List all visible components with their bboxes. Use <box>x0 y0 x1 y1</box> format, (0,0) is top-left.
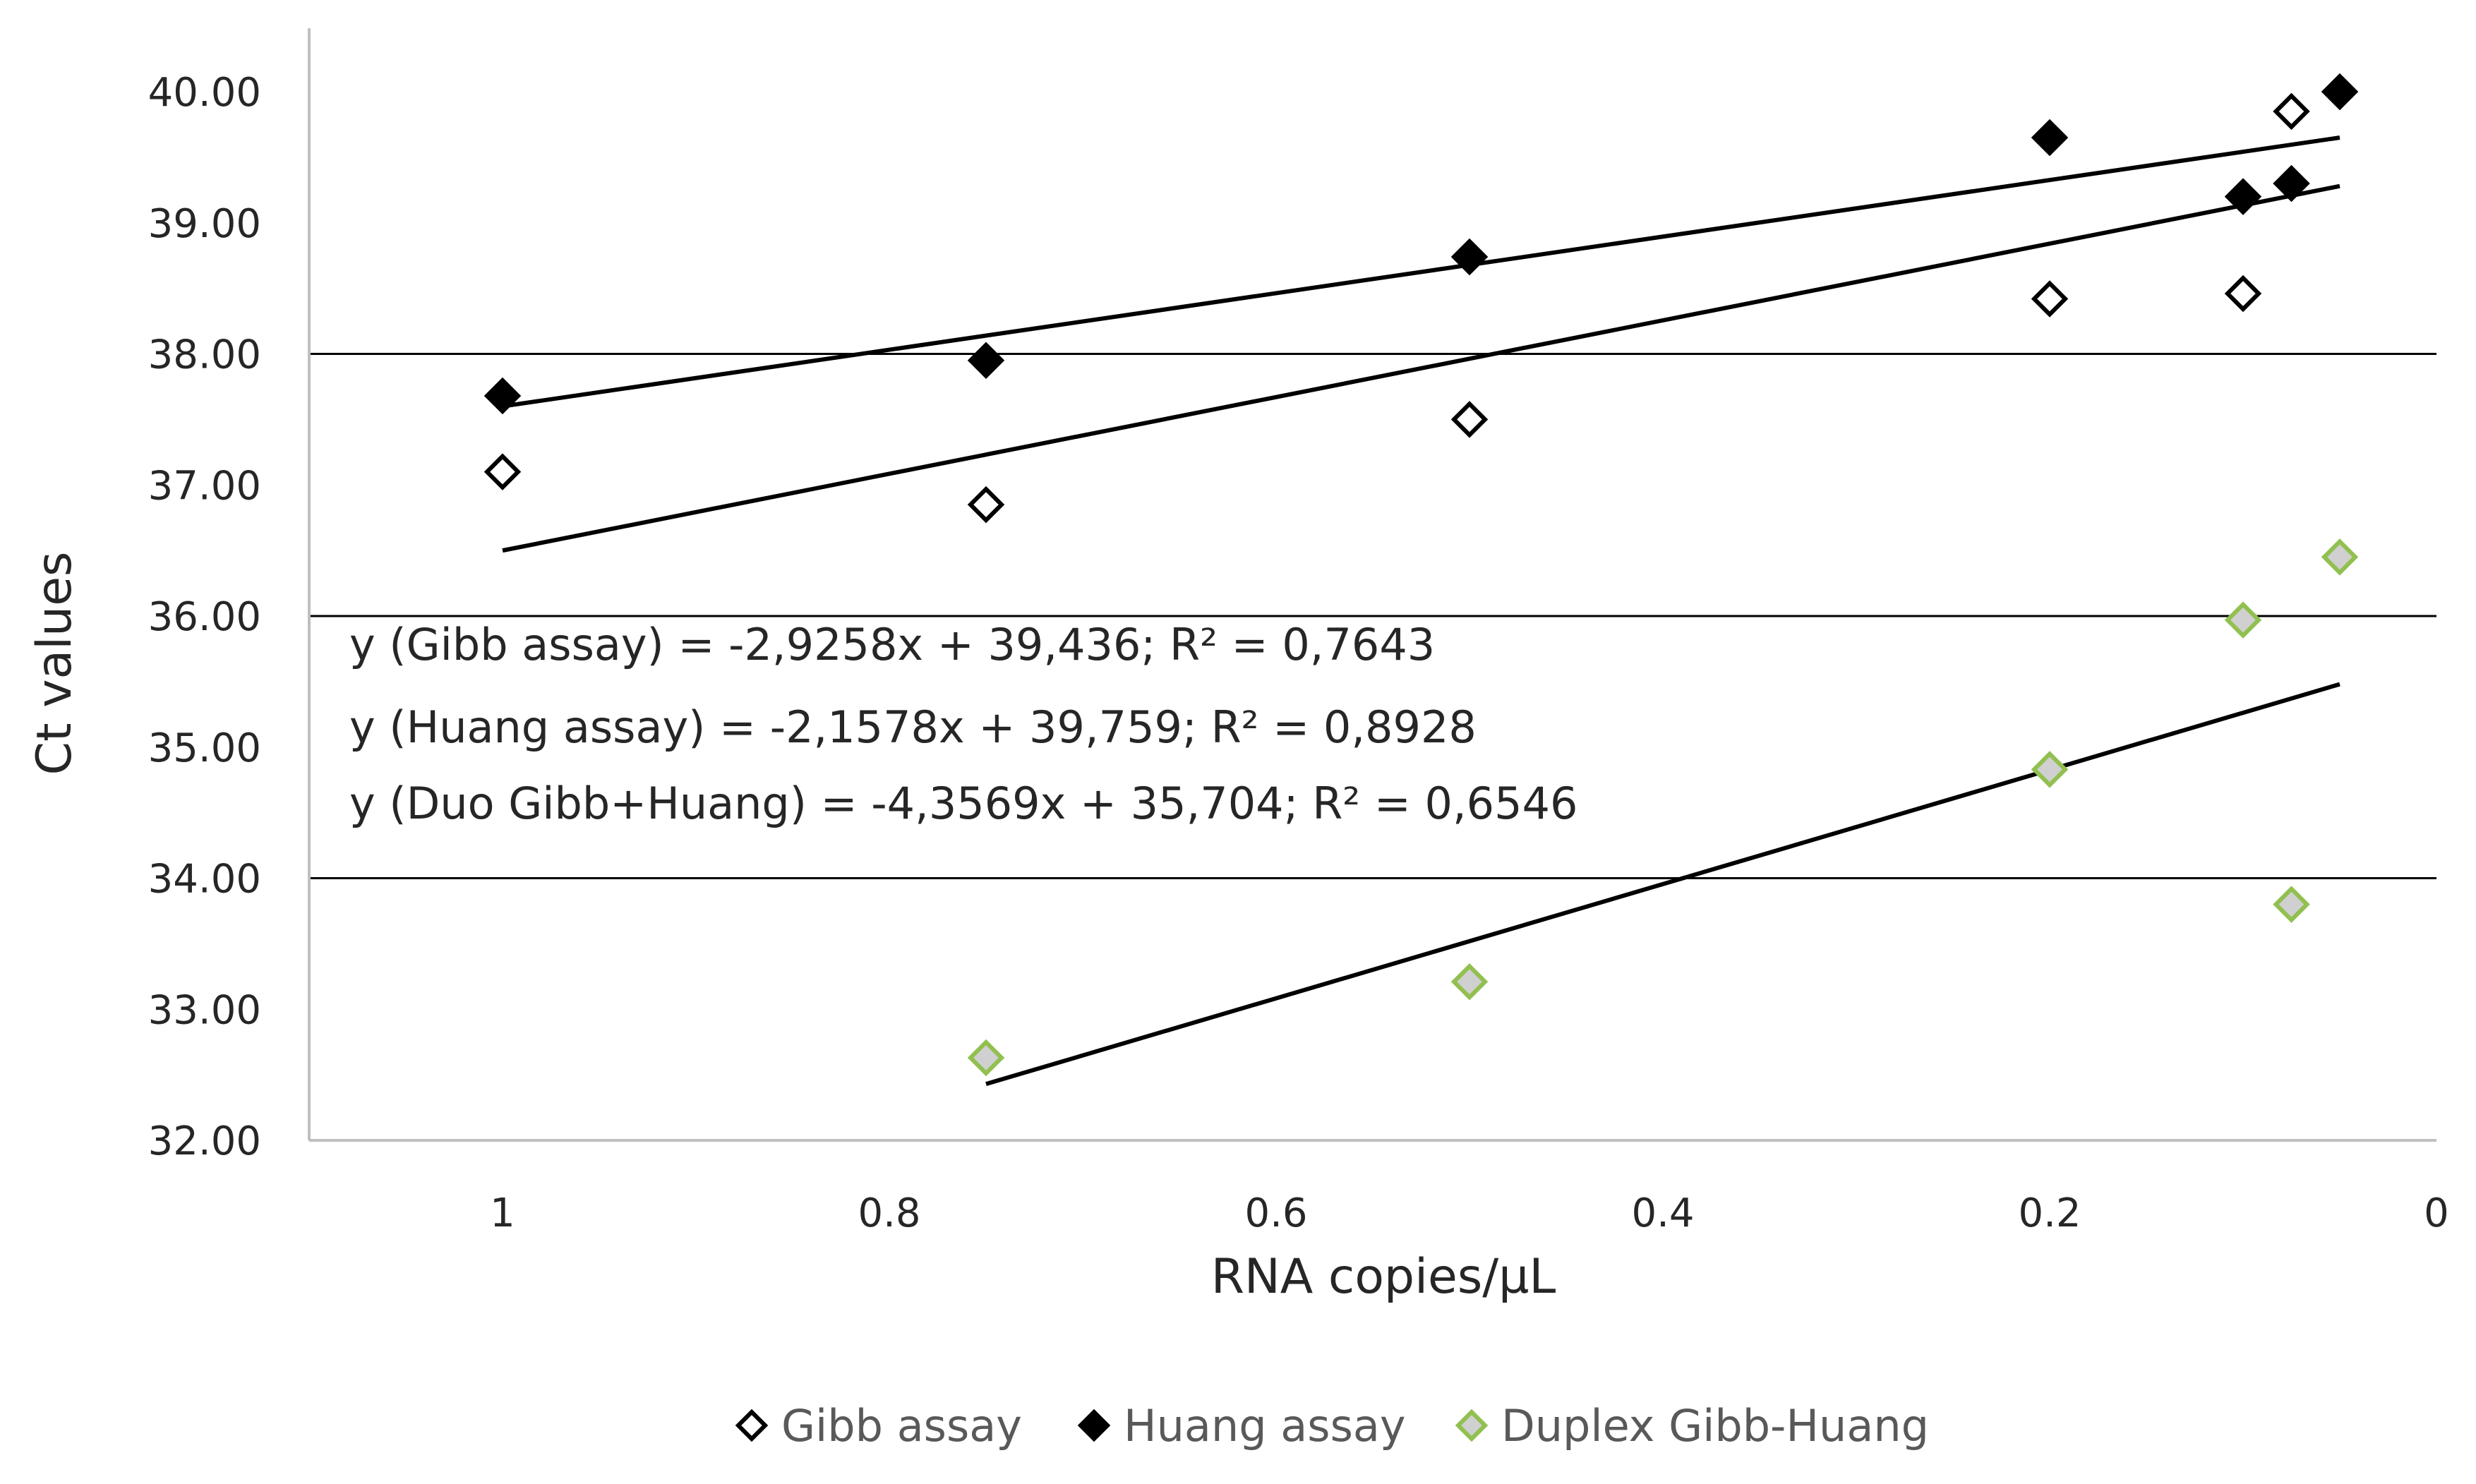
gridlines <box>309 353 2436 879</box>
axes <box>308 28 2436 1142</box>
data-point <box>2321 73 2359 111</box>
data-point <box>2031 119 2069 157</box>
trendline-equation: y (Huang assay) = -2,1578x + 39,759; R² … <box>349 701 1477 753</box>
legend-label: Gibb assay <box>781 1400 1022 1452</box>
y-tick-label: 38.00 <box>148 332 261 378</box>
trendline-equation: y (Duo Gibb+Huang) = -4,3569x + 35,704; … <box>349 778 1577 829</box>
y-tick-label: 35.00 <box>148 725 261 771</box>
data-point <box>967 485 1005 524</box>
legend: Gibb assay Huang assay Duplex Gibb-Huang <box>735 1400 1929 1452</box>
trendline <box>502 183 2340 553</box>
data-point <box>2224 601 2262 639</box>
x-tick-label: 0.8 <box>858 1190 920 1236</box>
legend-marker <box>735 1408 769 1442</box>
data-point <box>2224 178 2262 215</box>
y-axis-title: Ct values <box>27 552 83 776</box>
legend-marker <box>1077 1408 1111 1442</box>
data-points <box>483 73 2359 1077</box>
x-tick-label: 0 <box>2424 1190 2449 1236</box>
data-point <box>967 1039 1005 1077</box>
data-point <box>2273 92 2310 131</box>
data-point <box>1450 238 1489 276</box>
trendline-equation: y (Gibb assay) = -2,9258x + 39,436; R² =… <box>349 619 1435 670</box>
legend-label: Huang assay <box>1124 1400 1406 1452</box>
data-point <box>1450 963 1489 1001</box>
data-point <box>2273 886 2310 923</box>
y-tick-label: 36.00 <box>148 594 261 640</box>
data-point <box>2031 751 2069 788</box>
data-point <box>967 342 1005 380</box>
y-tick-label: 32.00 <box>148 1118 261 1164</box>
data-point <box>2321 538 2359 576</box>
legend-label: Duplex Gibb-Huang <box>1501 1400 1929 1452</box>
tick-labels: 32.00 33.00 34.00 35.00 36.00 37.00 38.00 39.00… <box>148 70 2449 1236</box>
y-tick-label: 34.00 <box>148 857 261 903</box>
x-tick-label: 1 <box>490 1190 515 1236</box>
trendlines <box>502 135 2340 1087</box>
legend-marker <box>1455 1408 1489 1442</box>
trendline-equations: y (Gibb assay) = -2,9258x + 39,436; R² =… <box>349 619 1577 829</box>
x-tick-label: 0.2 <box>2018 1190 2081 1236</box>
y-tick-label: 39.00 <box>148 201 261 247</box>
x-tick-label: 0.4 <box>1631 1190 1694 1236</box>
y-tick-label: 33.00 <box>148 987 261 1033</box>
data-point <box>2273 164 2310 203</box>
y-tick-label: 37.00 <box>148 463 261 509</box>
data-point <box>1450 401 1489 438</box>
trendline <box>985 682 2340 1087</box>
data-point <box>483 377 522 415</box>
data-point <box>2031 280 2069 318</box>
y-tick-label: 40.00 <box>148 70 261 116</box>
x-tick-label: 0.6 <box>1244 1190 1307 1236</box>
data-point <box>2224 275 2262 313</box>
x-axis-title: RNA copies/µL <box>1211 1249 1556 1305</box>
trendline <box>502 135 2340 409</box>
data-point <box>483 453 522 490</box>
